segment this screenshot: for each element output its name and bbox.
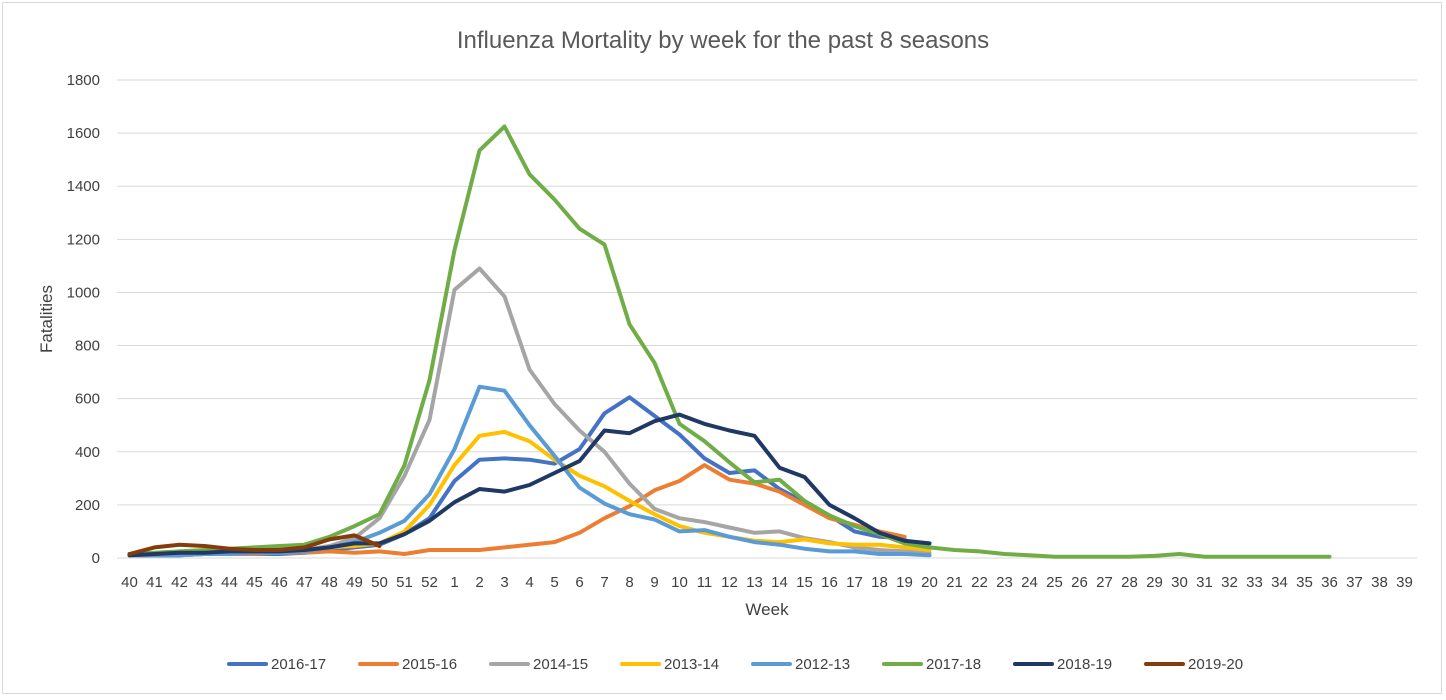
series-line-2017-18 <box>127 124 1332 559</box>
gridlines <box>117 79 1417 559</box>
x-tick-label: 16 <box>821 574 838 591</box>
legend-item-2018-19: 2018-19 <box>1013 656 1112 673</box>
x-tick-label: 45 <box>246 574 263 591</box>
y-tick-label: 1400 <box>67 178 100 195</box>
y-tick-label: 1600 <box>67 125 100 142</box>
series-lines <box>127 124 1332 559</box>
x-tick-label: 39 <box>1396 574 1413 591</box>
legend-item-2017-18: 2017-18 <box>882 656 981 673</box>
x-tick-label: 8 <box>625 574 633 591</box>
y-tick-label: 800 <box>75 338 100 355</box>
y-tick-label: 400 <box>75 444 100 461</box>
legend-label: 2018-19 <box>1057 656 1112 673</box>
x-tick-label: 51 <box>396 574 413 591</box>
x-tick-label: 6 <box>575 574 583 591</box>
x-tick-label: 23 <box>996 574 1013 591</box>
x-tick-label: 48 <box>321 574 338 591</box>
x-tick-label: 49 <box>346 574 363 591</box>
series-line-2013-14 <box>127 429 932 558</box>
x-tick-label: 22 <box>971 574 988 591</box>
x-tick-label: 42 <box>171 574 188 591</box>
y-tick-label: 1800 <box>67 72 100 89</box>
x-tick-label: 2 <box>475 574 483 591</box>
x-tick-label: 35 <box>1296 574 1313 591</box>
series-line-2012-13 <box>127 384 932 558</box>
x-tick-label: 12 <box>721 574 738 591</box>
x-tick-label: 18 <box>871 574 888 591</box>
x-tick-label: 30 <box>1171 574 1188 591</box>
x-tick-label: 21 <box>946 574 963 591</box>
legend-item-2013-14: 2013-14 <box>620 656 719 673</box>
x-tick-label: 33 <box>1246 574 1263 591</box>
x-tick-label: 26 <box>1071 574 1088 591</box>
legend-item-2019-20: 2019-20 <box>1144 656 1243 673</box>
chart-title: Influenza Mortality by week for the past… <box>457 27 989 54</box>
legend: 2016-17 2015-16 2014-15 2013-14 2012-13 2017-… <box>227 656 1243 673</box>
legend-label: 2013-14 <box>664 656 719 673</box>
y-tick-label: 600 <box>75 391 100 408</box>
series-line-2014-15 <box>127 266 932 558</box>
legend-label: 2019-20 <box>1188 656 1243 673</box>
x-tick-label: 44 <box>221 574 238 591</box>
x-tick-label: 41 <box>146 574 163 591</box>
y-tick-label: 0 <box>92 550 100 567</box>
series-line-2018-19 <box>127 412 932 558</box>
x-tick-label: 37 <box>1346 574 1363 591</box>
x-tick-label: 1 <box>450 574 458 591</box>
x-tick-label: 43 <box>196 574 213 591</box>
x-axis-title: Week <box>745 600 789 619</box>
x-tick-label: 3 <box>500 574 508 591</box>
y-axis-ticks: 0 200 400 600 800 1000 1200 1400 1600 1800 <box>67 72 100 567</box>
legend-label: 2015-16 <box>402 656 457 673</box>
series-line-2016-17 <box>127 395 907 558</box>
legend-item-2016-17: 2016-17 <box>227 656 326 673</box>
x-tick-label: 11 <box>697 574 713 591</box>
x-tick-label: 46 <box>271 574 288 591</box>
y-axis-title: Fatalities <box>37 285 56 353</box>
x-tick-label: 47 <box>296 574 313 591</box>
x-tick-label: 17 <box>846 574 863 591</box>
x-tick-label: 7 <box>600 574 608 591</box>
x-tick-label: 20 <box>921 574 938 591</box>
x-axis-ticks: 40 41 42 43 44 45 46 47 48 49 50 51 52 1 2 3 4 5 6 7 8 9 10 11 1… <box>121 574 1413 591</box>
x-tick-label: 34 <box>1271 574 1288 591</box>
x-tick-label: 5 <box>550 574 558 591</box>
legend-label: 2014-15 <box>533 656 588 673</box>
x-tick-label: 28 <box>1121 574 1138 591</box>
x-tick-label: 31 <box>1196 574 1213 591</box>
x-tick-label: 36 <box>1321 574 1338 591</box>
x-tick-label: 15 <box>796 574 813 591</box>
x-tick-label: 9 <box>650 574 658 591</box>
legend-item-2012-13: 2012-13 <box>751 656 850 673</box>
x-tick-label: 40 <box>121 574 138 591</box>
x-tick-label: 29 <box>1146 574 1163 591</box>
x-tick-label: 4 <box>525 574 533 591</box>
x-tick-label: 24 <box>1021 574 1038 591</box>
x-tick-label: 52 <box>421 574 438 591</box>
y-tick-label: 1000 <box>67 284 100 301</box>
legend-item-2015-16: 2015-16 <box>358 656 457 673</box>
series-line-2019-20 <box>127 533 382 556</box>
x-tick-label: 13 <box>746 574 763 591</box>
x-tick-label: 19 <box>896 574 913 591</box>
x-tick-label: 27 <box>1096 574 1113 591</box>
x-tick-label: 14 <box>771 574 788 591</box>
legend-label: 2017-18 <box>926 656 981 673</box>
line-chart: Influenza Mortality by week for the past… <box>37 27 1417 673</box>
legend-item-2014-15: 2014-15 <box>489 656 588 673</box>
legend-label: 2016-17 <box>271 656 326 673</box>
x-tick-label: 32 <box>1221 574 1238 591</box>
y-tick-label: 200 <box>75 497 100 514</box>
x-tick-label: 10 <box>671 574 688 591</box>
x-tick-label: 38 <box>1371 574 1388 591</box>
x-tick-label: 50 <box>371 574 388 591</box>
y-tick-label: 1200 <box>67 231 100 248</box>
legend-label: 2012-13 <box>795 656 850 673</box>
x-tick-label: 25 <box>1046 574 1063 591</box>
